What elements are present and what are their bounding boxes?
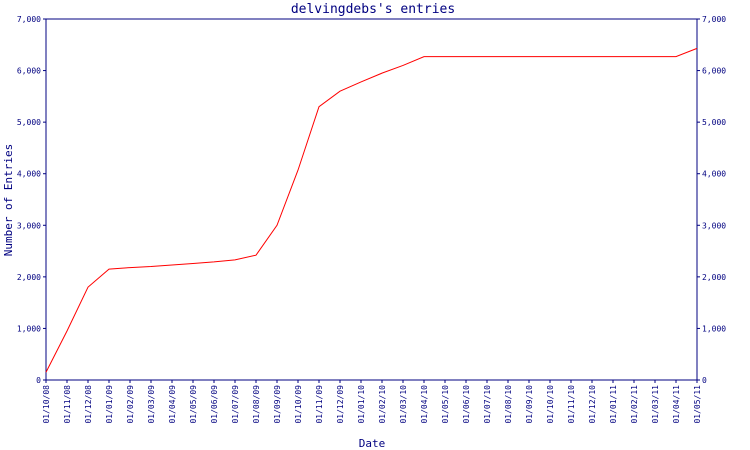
x-tick-label: 01/02/10: [378, 385, 387, 424]
x-axis-label: Date: [359, 437, 386, 450]
y2-tick-label: 3,000: [702, 221, 726, 230]
x-tick-label: 01/08/09: [252, 385, 261, 424]
y-axis-label: Number of Entries: [2, 144, 15, 257]
y-tick-label: 7,000: [17, 15, 41, 24]
x-tick-label: 01/12/09: [336, 385, 345, 424]
x-tick-label: 01/12/10: [588, 385, 597, 424]
y-tick-label: 4,000: [17, 170, 41, 179]
y2-tick-label: 5,000: [702, 118, 726, 127]
x-tick-label: 01/05/10: [441, 385, 450, 424]
x-tick-label: 01/02/09: [126, 385, 135, 424]
y-tick-label: 5,000: [17, 118, 41, 127]
x-tick-label: 01/07/09: [231, 385, 240, 424]
y2-tick-label: 6,000: [702, 67, 726, 76]
x-tick-label: 01/10/10: [546, 385, 555, 424]
data-line: [45, 47, 698, 373]
x-tick-label: 01/06/09: [210, 385, 219, 424]
x-tick-label: 01/04/11: [672, 385, 681, 424]
x-tick-label: 01/06/10: [462, 385, 471, 424]
x-tick-label: 01/11/09: [315, 385, 324, 424]
y2-tick-label: 2,000: [702, 273, 726, 282]
x-tick-label: 01/02/11: [630, 385, 639, 424]
y-tick-label: 2,000: [17, 273, 41, 282]
x-tick-label: 01/11/10: [567, 385, 576, 424]
x-tick-label: 01/08/10: [504, 385, 513, 424]
y-tick-label: 0: [36, 376, 41, 385]
y-tick-label: 3,000: [17, 221, 41, 230]
plot-frame: [45, 18, 698, 381]
x-tick-label: 01/03/11: [651, 385, 660, 424]
x-tick-label: 01/01/10: [357, 385, 366, 424]
y2-tick-label: 1,000: [702, 324, 726, 333]
x-tick-label: 01/09/09: [273, 385, 282, 424]
x-tick-label: 01/10/08: [42, 385, 51, 424]
y2-tick-label: 0: [702, 376, 707, 385]
x-tick-label: 01/03/10: [399, 385, 408, 424]
x-tick-label: 01/04/10: [420, 385, 429, 424]
y2-tick-label: 4,000: [702, 170, 726, 179]
x-tick-label: 01/10/09: [294, 385, 303, 424]
x-tick-label: 01/01/09: [105, 385, 114, 424]
y-tick-label: 6,000: [17, 67, 41, 76]
x-tick-label: 01/04/09: [168, 385, 177, 424]
x-tick-label: 01/01/11: [609, 385, 618, 424]
x-tick-label: 01/07/10: [483, 385, 492, 424]
x-tick-label: 01/05/11: [693, 385, 702, 424]
x-tick-label: 01/09/10: [525, 385, 534, 424]
y-tick-label: 1,000: [17, 324, 41, 333]
x-tick-label: 01/12/08: [84, 385, 93, 424]
x-tick-label: 01/11/08: [63, 385, 72, 424]
x-tick-label: 01/03/09: [147, 385, 156, 424]
chart-title: delvingdebs's entries: [291, 2, 455, 17]
y2-tick-label: 7,000: [702, 15, 726, 24]
x-tick-label: 01/05/09: [189, 385, 198, 424]
